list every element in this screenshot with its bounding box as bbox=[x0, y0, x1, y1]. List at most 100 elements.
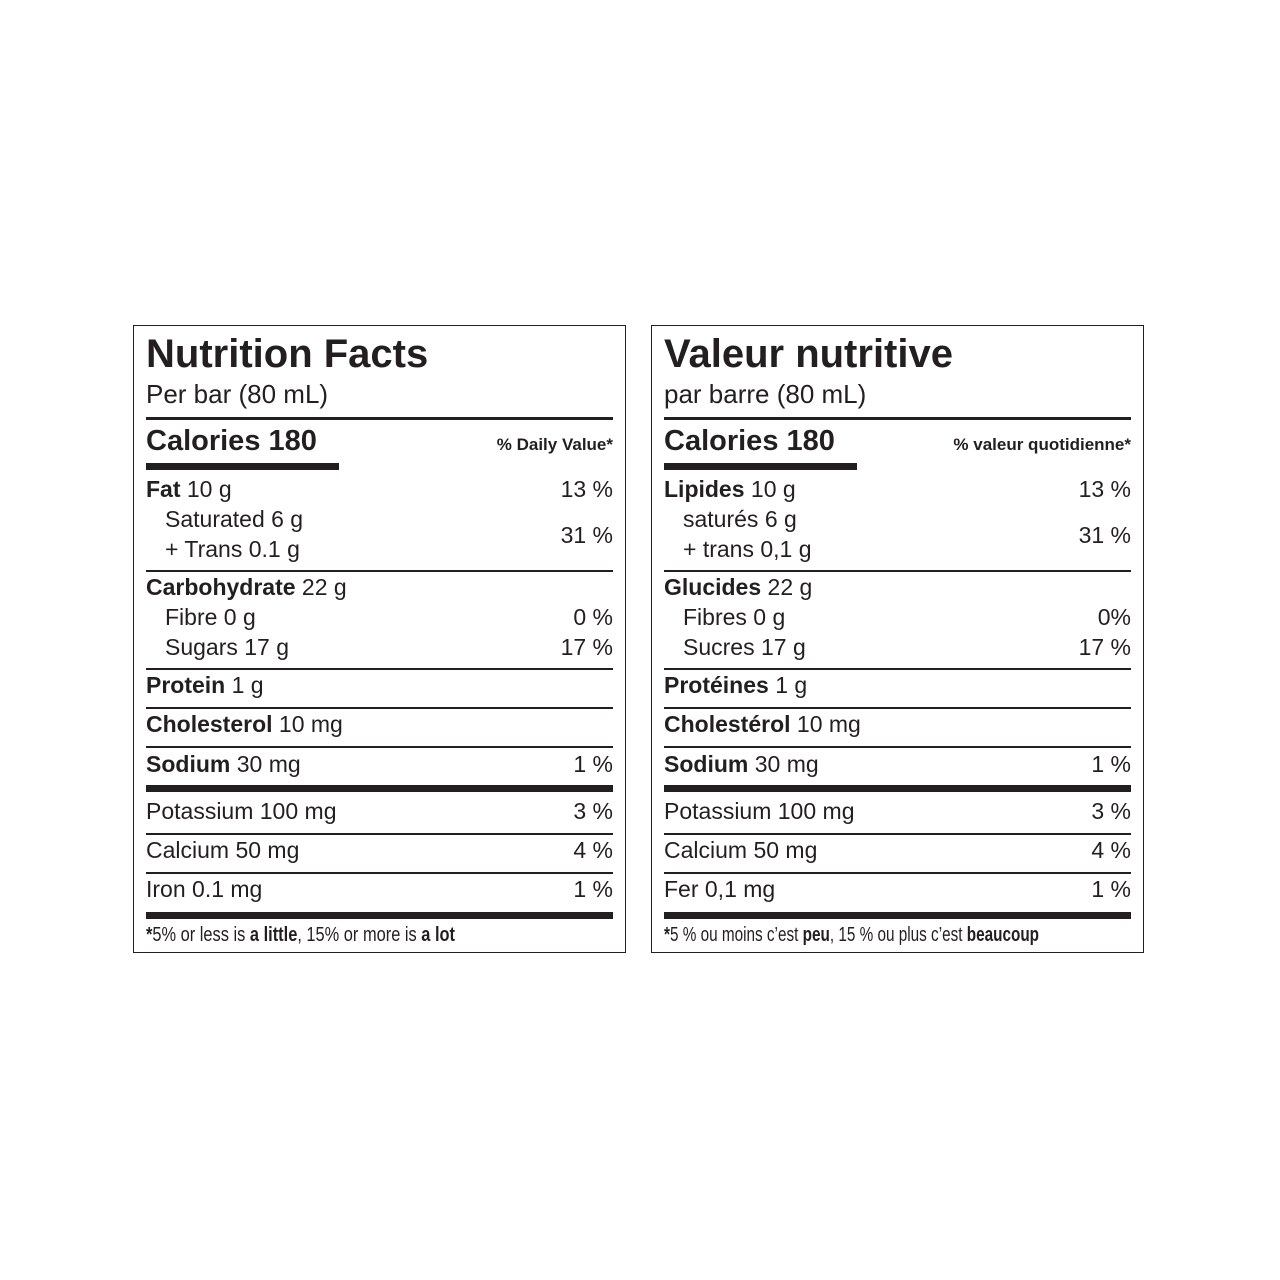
daily-value-header: % valeur quotidienne* bbox=[953, 435, 1131, 454]
divider-rule bbox=[146, 872, 613, 874]
serving-size: Per bar (80 mL) bbox=[146, 379, 329, 409]
nutrient-amount: Potassium 100 mg bbox=[146, 798, 337, 824]
nutrient-row: Saturated 6 g bbox=[146, 505, 613, 533]
nutrient-name: Carbohydrate bbox=[146, 574, 296, 600]
nutrient-row: Protéines 1 g bbox=[664, 671, 1131, 699]
serving-size: par barre (80 mL) bbox=[664, 379, 867, 409]
nutrient-label: Calcium 50 mg bbox=[664, 837, 817, 863]
footnote-part: * bbox=[664, 924, 670, 946]
nutrient-amount: Potassium 100 mg bbox=[664, 798, 855, 824]
thick-divider bbox=[146, 785, 613, 792]
nutrient-name: Sodium bbox=[664, 751, 749, 777]
footnote: *5 % ou moins c’est peu, 15 % ou plus c’… bbox=[664, 922, 1039, 948]
nutrient-amount: Saturated 6 g bbox=[165, 506, 304, 532]
nutrient-amount: Sucres 17 g bbox=[683, 634, 806, 660]
daily-value: 1 % bbox=[1091, 751, 1131, 777]
nutrient-label: Sodium 30 mg bbox=[146, 751, 301, 777]
nutrient-row: Fibres 0 g 0% bbox=[664, 603, 1131, 631]
nutrient-label: saturés 6 g bbox=[664, 506, 797, 532]
daily-value: 0 % bbox=[573, 604, 613, 630]
nutrient-row: + trans 0,1 g bbox=[664, 535, 1131, 563]
divider-rule bbox=[664, 570, 1131, 572]
nutrient-label: Potassium 100 mg bbox=[146, 798, 336, 824]
nutrient-label: Fibre 0 g bbox=[146, 604, 256, 630]
nutrient-name: Sodium bbox=[146, 751, 231, 777]
nutrient-amount: Calcium 50 mg bbox=[664, 837, 818, 863]
footnote-part: a lot bbox=[421, 924, 455, 946]
footnote-part: a little bbox=[249, 924, 298, 946]
nutrient-row: Fibre 0 g 0 % bbox=[146, 603, 613, 631]
footnote-part: * bbox=[146, 924, 153, 946]
nutrient-row: Potassium 100 mg 3 % bbox=[146, 797, 613, 825]
daily-value: 31 % bbox=[1078, 522, 1131, 548]
nutrient-label: + Trans 0.1 g bbox=[146, 536, 300, 562]
nutrient-row: saturés 6 g bbox=[664, 505, 1131, 533]
nutrient-amount: 10 mg bbox=[272, 711, 343, 737]
daily-value: 13 % bbox=[1078, 476, 1131, 502]
divider-rule bbox=[664, 833, 1131, 835]
nutrient-amount: 30 mg bbox=[230, 751, 301, 777]
nutrient-row: Sugars 17 g 17 % bbox=[146, 633, 613, 661]
nutrient-row: Calcium 50 mg 4 % bbox=[146, 836, 613, 864]
nutrient-row: Iron 0.1 mg 1 % bbox=[146, 875, 613, 903]
divider-rule bbox=[146, 833, 613, 835]
daily-value: 13 % bbox=[560, 476, 613, 502]
footnote-part: peu bbox=[802, 924, 830, 946]
daily-value: 3 % bbox=[1091, 798, 1131, 824]
daily-value: 17 % bbox=[1078, 634, 1131, 660]
daily-value: 1 % bbox=[573, 751, 613, 777]
thick-divider bbox=[146, 912, 613, 919]
nutrient-amount: 10 g bbox=[180, 476, 232, 502]
nutrient-amount: Calcium 50 mg bbox=[146, 837, 300, 863]
nutrient-label: Carbohydrate 22 g bbox=[146, 574, 347, 600]
nutrient-label: Saturated 6 g bbox=[146, 506, 303, 532]
nutrient-label: Lipides 10 g bbox=[664, 476, 796, 502]
nutrient-label: Potassium 100 mg bbox=[664, 798, 854, 824]
nutrient-row: Sucres 17 g 17 % bbox=[664, 633, 1131, 661]
nutrient-label: Sucres 17 g bbox=[664, 634, 806, 660]
nutrient-amount: 10 g bbox=[744, 476, 796, 502]
nutrient-row: Cholesterol 10 mg bbox=[146, 710, 613, 738]
nutrient-row: Carbohydrate 22 g bbox=[146, 573, 613, 601]
nutrient-amount: + Trans 0.1 g bbox=[165, 536, 300, 562]
nutrient-label: Fat 10 g bbox=[146, 476, 232, 502]
calories: Calories 180 bbox=[664, 425, 835, 457]
nutrient-amount: Sugars 17 g bbox=[165, 634, 290, 660]
thick-divider bbox=[664, 785, 1131, 792]
nutrient-row: Calcium 50 mg 4 % bbox=[664, 836, 1131, 864]
footnote: *5% or less is a little, 15% or more is … bbox=[146, 922, 455, 948]
divider-rule bbox=[664, 417, 1131, 420]
nutrient-row: Potassium 100 mg 3 % bbox=[664, 797, 1131, 825]
nutrient-row: Protein 1 g bbox=[146, 671, 613, 699]
nutrition-panel-english: Nutrition Facts Per bar (80 mL) Calories 1… bbox=[133, 325, 626, 953]
nutrient-name: Cholesterol bbox=[146, 711, 273, 737]
nutrient-label: Iron 0.1 mg bbox=[146, 876, 262, 902]
nutrient-label: Calcium 50 mg bbox=[146, 837, 299, 863]
footnote-part: 5 % ou moins c’est bbox=[669, 924, 803, 946]
nutrition-panel-french: Valeur nutritive par barre (80 mL) Calorie… bbox=[651, 325, 1144, 953]
panel-title: Valeur nutritive bbox=[664, 332, 953, 376]
divider-rule bbox=[146, 417, 613, 420]
nutrient-amount: saturés 6 g bbox=[683, 506, 797, 532]
nutrient-name: Cholestérol bbox=[664, 711, 791, 737]
daily-value: 31 % bbox=[560, 522, 613, 548]
nutrient-row: Glucides 22 g bbox=[664, 573, 1131, 601]
nutrient-amount: 1 g bbox=[768, 672, 808, 698]
divider-rule bbox=[146, 707, 613, 709]
calories: Calories 180 bbox=[146, 425, 317, 457]
nutrient-row: Fer 0,1 mg 1 % bbox=[664, 875, 1131, 903]
footnote-part: , 15 % ou plus c’est bbox=[829, 924, 967, 946]
nutrient-label: Cholesterol 10 mg bbox=[146, 711, 343, 737]
divider-rule bbox=[664, 668, 1131, 670]
nutrient-label: Fibres 0 g bbox=[664, 604, 785, 630]
nutrient-row: Lipides 10 g 13 % bbox=[664, 475, 1131, 503]
daily-value: 1 % bbox=[1091, 876, 1131, 902]
daily-value: 4 % bbox=[1091, 837, 1131, 863]
calories-bar bbox=[664, 463, 857, 470]
nutrient-amount: Fibres 0 g bbox=[683, 604, 786, 630]
daily-value: 1 % bbox=[573, 876, 613, 902]
footnote-part: beaucoup bbox=[966, 924, 1040, 946]
nutrient-row: Sodium 30 mg 1 % bbox=[146, 750, 613, 778]
nutrient-amount: 22 g bbox=[295, 574, 347, 600]
thick-divider bbox=[664, 912, 1131, 919]
